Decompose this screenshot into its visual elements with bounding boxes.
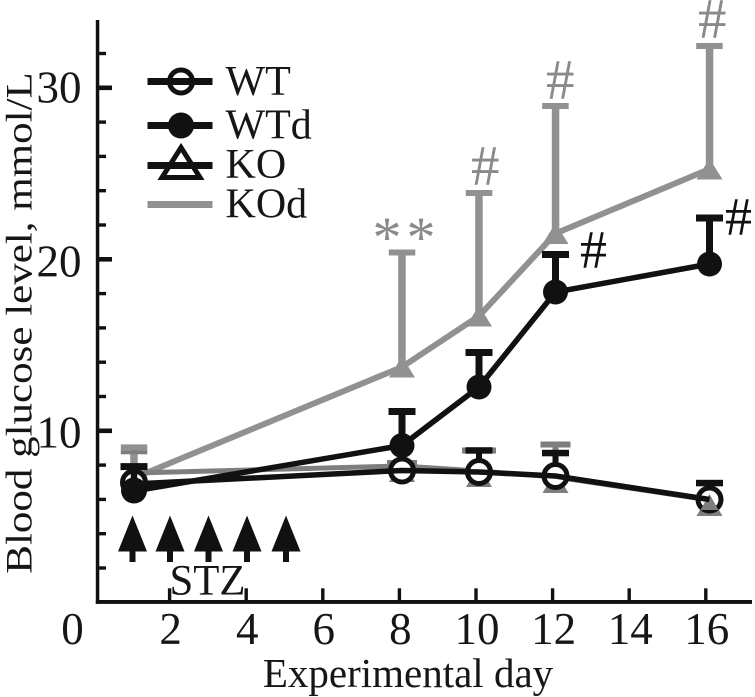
svg-text:WTd: WTd xyxy=(226,103,312,149)
svg-text:12: 12 xyxy=(531,604,576,654)
svg-text:#: # xyxy=(580,220,607,280)
svg-text:STZ: STZ xyxy=(170,558,246,605)
svg-text:30: 30 xyxy=(37,63,82,113)
svg-text:6: 6 xyxy=(313,604,336,654)
svg-text:Experimental day: Experimental day xyxy=(263,650,554,696)
svg-text:*: * xyxy=(407,205,436,270)
svg-text:2: 2 xyxy=(159,604,182,654)
svg-text:16: 16 xyxy=(684,604,729,654)
svg-text:10: 10 xyxy=(455,604,500,654)
svg-text:KOd: KOd xyxy=(226,182,308,228)
svg-text:WT: WT xyxy=(226,59,291,105)
svg-text:#: # xyxy=(725,187,752,247)
svg-text:4: 4 xyxy=(236,604,259,654)
svg-text:KO: KO xyxy=(226,142,287,188)
svg-text:8: 8 xyxy=(389,604,412,654)
svg-text:#: # xyxy=(471,135,500,198)
svg-text:10: 10 xyxy=(37,408,82,458)
svg-text:#: # xyxy=(546,49,575,112)
svg-text:#: # xyxy=(698,0,727,51)
svg-text:*: * xyxy=(373,205,402,270)
svg-text:20: 20 xyxy=(37,237,82,287)
svg-text:0: 0 xyxy=(61,604,84,654)
svg-text:Blood glucose level, mmol/L: Blood glucose level, mmol/L xyxy=(0,72,40,573)
svg-text:14: 14 xyxy=(608,604,653,654)
